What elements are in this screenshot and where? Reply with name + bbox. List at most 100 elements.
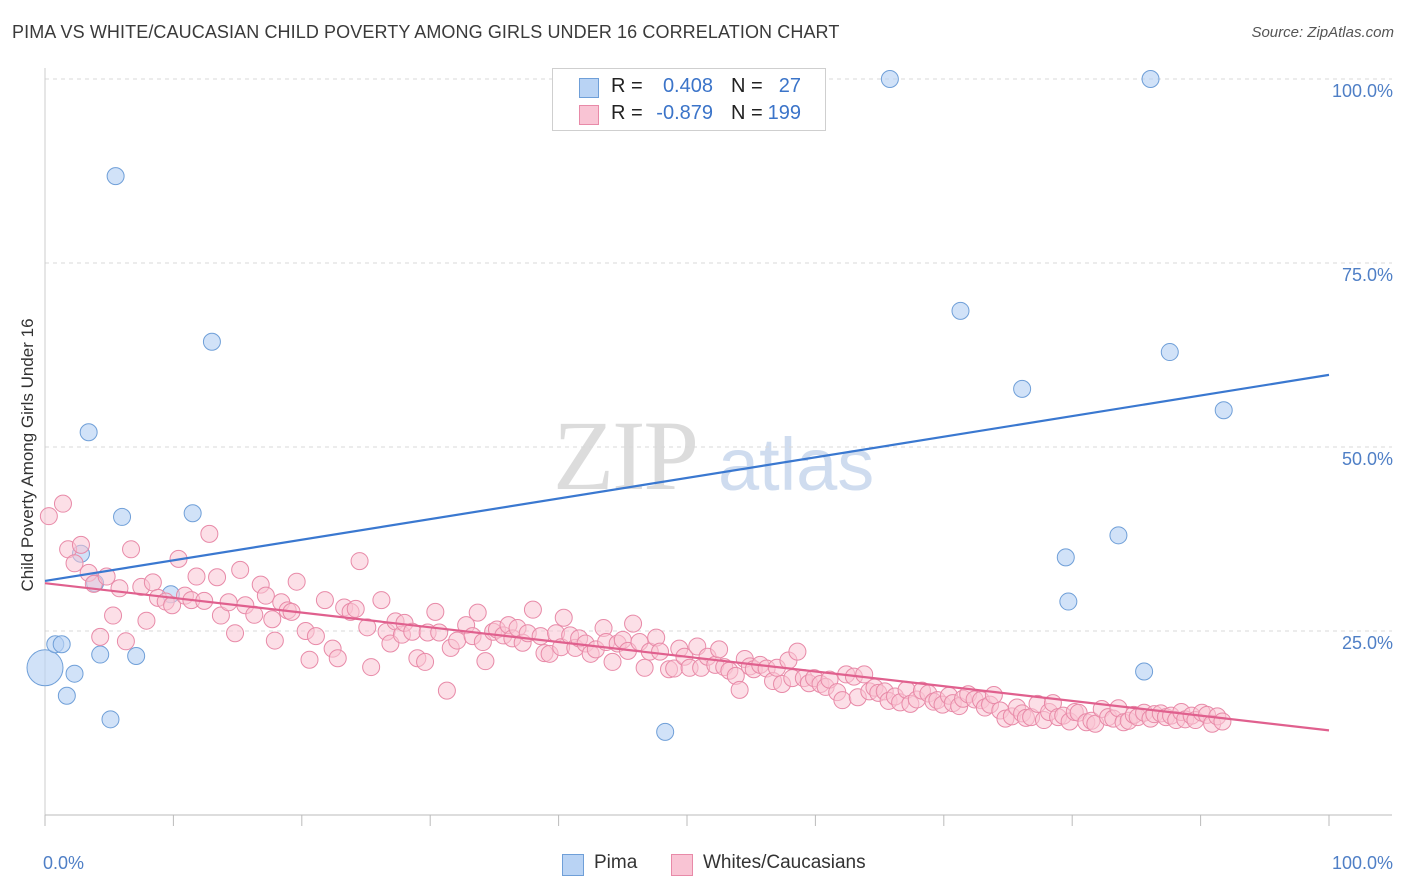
white-point: [1213, 712, 1232, 731]
white-point: [346, 599, 365, 618]
chart-title: PIMA VS WHITE/CAUCASIAN CHILD POVERTY AM…: [12, 22, 840, 42]
white-point: [554, 608, 573, 627]
pima-point: [57, 686, 76, 705]
pima-point: [1056, 548, 1075, 567]
white-point: [788, 642, 807, 661]
white-legend-swatch: [671, 854, 693, 876]
white-point: [104, 606, 123, 625]
white-points: [39, 494, 1232, 733]
white-point: [833, 691, 852, 710]
white-swatch: [579, 105, 599, 125]
white-point: [300, 650, 319, 669]
white-point: [306, 627, 325, 646]
pima-point: [1059, 592, 1078, 611]
pima-legend-label: Pima: [594, 852, 638, 873]
white-point: [315, 591, 334, 610]
pima-point: [65, 664, 84, 683]
correlation-legend: R = 0.408 N = 27 R = -0.879 N = 199: [552, 68, 826, 131]
white-trend-line: [44, 582, 1330, 732]
pima-point: [26, 649, 64, 687]
pima-point: [1135, 662, 1154, 681]
white-point: [211, 606, 230, 625]
white-point: [265, 631, 284, 650]
white-point: [208, 568, 227, 587]
white-point: [143, 573, 162, 592]
y-tick-label: 100.0%: [1332, 81, 1393, 101]
white-point: [372, 591, 391, 610]
legend-r-value: 0.408: [662, 75, 713, 97]
pima-point: [1214, 401, 1233, 420]
legend-n-value: 199: [767, 102, 801, 124]
white-point: [426, 602, 445, 621]
white-point: [523, 600, 542, 619]
white-point: [468, 603, 487, 622]
x-tick-label: 100.0%: [1332, 853, 1393, 873]
legend-row-white: R = -0.879 N = 199: [553, 102, 825, 126]
tick-labels: 25.0% 50.0% 75.0% 100.0% 0.0% 100.0%: [43, 81, 1393, 873]
pima-point: [91, 645, 110, 664]
y-tick-label: 25.0%: [1342, 633, 1393, 653]
pima-point: [113, 507, 132, 526]
legend-n-label: N =: [731, 75, 763, 97]
white-point: [430, 623, 449, 642]
pima-point: [1109, 526, 1128, 545]
white-point: [110, 579, 129, 598]
white-point: [603, 652, 622, 671]
legend-r-value: -0.879: [656, 102, 713, 124]
white-point: [53, 494, 72, 513]
pima-point: [656, 722, 675, 741]
white-point: [328, 649, 347, 668]
pima-point: [127, 647, 146, 666]
white-point: [256, 586, 275, 605]
white-point: [416, 652, 435, 671]
pima-point: [183, 504, 202, 523]
watermark-atlas: atlas: [718, 423, 875, 506]
white-point: [226, 624, 245, 643]
white-point: [710, 640, 729, 659]
pima-legend-swatch: [562, 854, 584, 876]
white-point: [263, 610, 282, 629]
legend-n-value: 27: [778, 75, 801, 97]
white-point: [448, 631, 467, 650]
white-point: [855, 665, 874, 684]
pima-point: [101, 710, 120, 729]
legend-r-label: R =: [611, 75, 643, 97]
white-point: [358, 618, 377, 637]
pima-point: [951, 301, 970, 320]
pima-point: [1160, 343, 1179, 362]
white-point: [531, 627, 550, 646]
y-tick-label: 50.0%: [1342, 449, 1393, 469]
white-point: [39, 507, 58, 526]
legend-row-pima: R = 0.408 N = 27: [553, 75, 825, 99]
white-point: [476, 652, 495, 671]
white-point: [71, 535, 90, 554]
pima-trend-line: [44, 373, 1330, 583]
trend-lines: [44, 373, 1330, 732]
y-tick-label: 75.0%: [1342, 265, 1393, 285]
pima-point: [880, 70, 899, 88]
white-point: [287, 572, 306, 591]
white-point: [635, 658, 654, 677]
white-point: [137, 611, 156, 630]
white-point: [624, 614, 643, 633]
white-point: [437, 681, 456, 700]
white-point: [187, 567, 206, 586]
legend-n-label: N =: [731, 102, 763, 124]
pima-point: [1013, 379, 1032, 398]
pima-swatch: [579, 78, 599, 98]
pima-point: [202, 332, 221, 351]
pima-points: [26, 70, 1233, 741]
pima-point: [1141, 70, 1160, 88]
white-point: [200, 524, 219, 543]
white-point: [984, 686, 1003, 705]
white-point: [122, 540, 141, 559]
watermark-zip: ZIP: [553, 400, 699, 511]
white-point: [65, 554, 84, 573]
x-tick-label: 0.0%: [43, 853, 84, 873]
pima-point: [52, 635, 71, 654]
white-point: [362, 658, 381, 677]
pima-point: [79, 423, 98, 442]
white-point: [350, 552, 369, 571]
white-point: [730, 680, 749, 699]
